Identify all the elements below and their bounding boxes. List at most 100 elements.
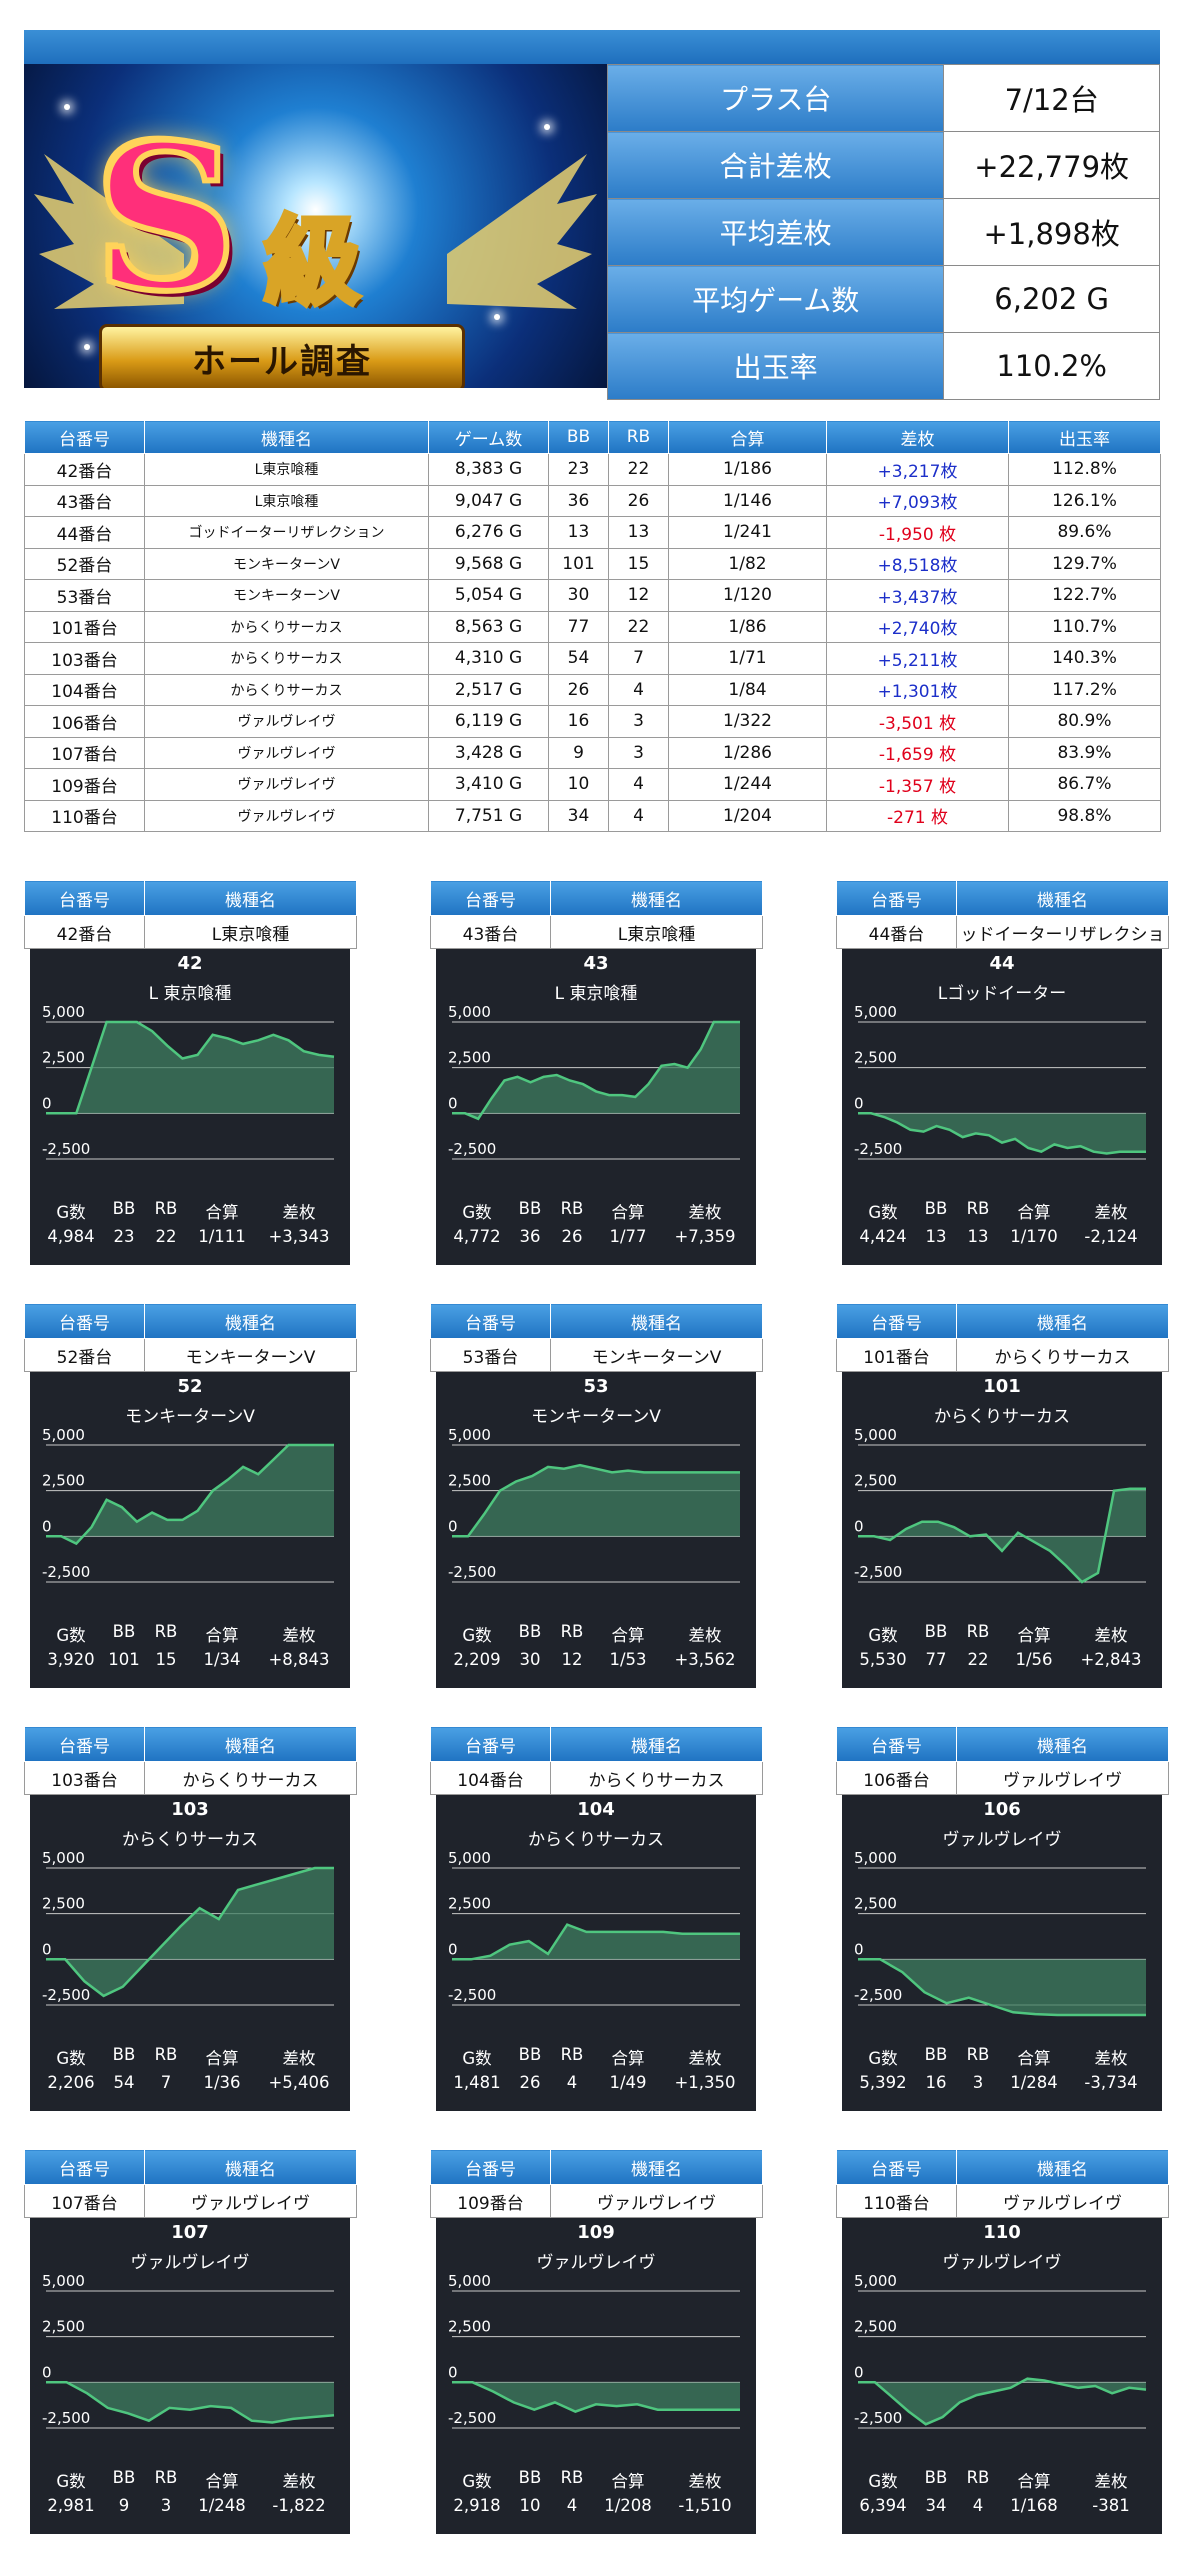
y-tick-label: 2,500 bbox=[854, 1049, 897, 1067]
stat-samai: +7,359 bbox=[674, 1227, 736, 1246]
stat-header: 合算 bbox=[205, 2049, 239, 2068]
bb-count-cell: 23 bbox=[548, 453, 609, 486]
stat-gassan: 1/53 bbox=[609, 1650, 647, 1669]
combined-rate-cell: 1/186 bbox=[668, 453, 827, 486]
unit-number: 42番台 bbox=[24, 915, 145, 949]
summary-row: 平均差枚 +1,898枚 bbox=[606, 198, 1160, 266]
unit-number: 43番台 bbox=[430, 915, 551, 949]
stat-header: RB bbox=[154, 2045, 178, 2064]
stat-rb: 3 bbox=[972, 2073, 984, 2092]
bb-count-cell: 101 bbox=[548, 547, 609, 580]
unit-number-header: 台番号 bbox=[430, 880, 551, 916]
model-name-header: 機種名 bbox=[550, 2149, 763, 2185]
column-header: 合算 bbox=[668, 420, 827, 454]
payout-rate-cell: 110.7% bbox=[1008, 610, 1161, 643]
y-tick-label: 2,500 bbox=[448, 1049, 491, 1067]
model-name: ヴァルヴレイヴ bbox=[956, 1761, 1169, 1795]
unit-card: 台番号 機種名 44番台 ッドイーターリザレクショ 44 Lゴッドイーター 5,000 2,5… bbox=[836, 880, 1169, 1265]
stat-header: G数 bbox=[56, 2049, 86, 2068]
graph-svg: 5,000 2,500 0 -2,500 bbox=[448, 1003, 740, 1160]
stat-gassan: 1/168 bbox=[1010, 2496, 1058, 2515]
game-count-cell: 7,751 G bbox=[428, 799, 549, 832]
summary-label: プラス台 bbox=[606, 64, 945, 132]
table-row: 106番台 ヴァルヴレイヴ 6,119 G 16 3 1/322 -3,501 枚 80.9% bbox=[24, 705, 1161, 738]
graph-svg: 5,000 2,500 0 -2,500 bbox=[42, 1003, 335, 1160]
combined-rate-cell: 1/86 bbox=[668, 610, 827, 643]
model-name-cell: L東京喰種 bbox=[144, 484, 429, 517]
stat-samai: -1,822 bbox=[272, 2496, 326, 2515]
unit-number: 103番台 bbox=[24, 1761, 145, 1795]
unit-card: 台番号 機種名 110番台 ヴァルヴレイヴ 110 ヴァルヴレイヴ 5,000 2,500 0 -… bbox=[836, 2149, 1169, 2534]
bb-count-cell: 30 bbox=[548, 579, 609, 612]
stat-gassan: 1/36 bbox=[203, 2073, 241, 2092]
bb-count-cell: 13 bbox=[548, 516, 609, 549]
coin-difference-cell: +3,437枚 bbox=[826, 579, 1009, 612]
unit-number-cell: 44番台 bbox=[24, 516, 145, 549]
y-tick-label: 5,000 bbox=[854, 1426, 897, 1444]
stat-bb: 77 bbox=[925, 1650, 947, 1669]
graph-stats: G数 BB RB 合算 差枚 2,918 10 4 1/208 -1,510 bbox=[436, 2468, 756, 2515]
model-name: モンキーターンV bbox=[144, 1338, 357, 1372]
slump-graph: 52 モンキーターンV 5,000 2,500 0 -2,500 G数 BB RB 合算 差枚 3,9… bbox=[30, 1372, 350, 1688]
model-name: L東京喰種 bbox=[550, 915, 763, 949]
stat-header: 合算 bbox=[611, 2049, 645, 2068]
summary-label: 平均ゲーム数 bbox=[606, 265, 945, 333]
y-tick-label: 0 bbox=[448, 1940, 458, 1958]
graph-subtitle: からくりサーカス bbox=[934, 1407, 1070, 1427]
game-count-cell: 9,568 G bbox=[428, 547, 549, 580]
stat-header: RB bbox=[560, 2468, 584, 2487]
rb-count-cell: 7 bbox=[608, 642, 669, 675]
graph-svg: 5,000 2,500 0 -2,500 bbox=[448, 1849, 740, 2006]
y-tick-label: -2,500 bbox=[42, 2409, 90, 2427]
payout-rate-cell: 80.9% bbox=[1008, 705, 1161, 738]
stat-header: 合算 bbox=[611, 1203, 645, 1222]
stat-rb: 15 bbox=[155, 1650, 177, 1669]
s-rank-letter: S bbox=[91, 101, 241, 336]
y-tick-label: 0 bbox=[42, 1940, 52, 1958]
y-tick-label: 2,500 bbox=[42, 1472, 85, 1490]
stat-header: BB bbox=[112, 2045, 136, 2064]
stat-samai: +8,843 bbox=[268, 1650, 330, 1669]
stat-rb: 7 bbox=[160, 2073, 172, 2092]
unit-number-cell: 104番台 bbox=[24, 673, 145, 706]
rank-kanji: 級 bbox=[262, 203, 363, 321]
unit-number-cell: 110番台 bbox=[24, 799, 145, 832]
combined-rate-cell: 1/120 bbox=[668, 579, 827, 612]
column-header: 台番号 bbox=[24, 420, 145, 454]
model-name-header: 機種名 bbox=[956, 2149, 1169, 2185]
series-line bbox=[452, 1020, 740, 1121]
stat-bb: 54 bbox=[113, 2073, 135, 2092]
stat-games: 2,981 bbox=[47, 2496, 95, 2515]
stat-header: RB bbox=[560, 1622, 584, 1641]
series-line bbox=[46, 1866, 334, 1998]
coin-difference-cell: -1,357 枚 bbox=[826, 768, 1009, 801]
rb-count-cell: 4 bbox=[608, 768, 669, 801]
series-area bbox=[858, 1959, 1146, 2015]
model-name: からくりサーカス bbox=[956, 1338, 1169, 1372]
table-header-row: 台番号 機種名 ゲーム数 BB RB 合算 差枚 出玉率 bbox=[24, 420, 1161, 454]
model-name-cell: モンキーターンV bbox=[144, 547, 429, 580]
graph-title: 52 bbox=[177, 1376, 203, 1397]
unit-number-header: 台番号 bbox=[24, 1303, 145, 1339]
series-line bbox=[858, 1487, 1146, 1584]
column-header: 機種名 bbox=[144, 420, 429, 454]
model-name: モンキーターンV bbox=[550, 1338, 763, 1372]
stat-gassan: 1/170 bbox=[1010, 1227, 1058, 1246]
coin-difference-cell: +7,093枚 bbox=[826, 484, 1009, 517]
graph-svg: 5,000 2,500 0 -2,500 bbox=[854, 2272, 1147, 2429]
model-name: からくりサーカス bbox=[144, 1761, 357, 1795]
y-tick-label: 5,000 bbox=[854, 2272, 897, 2290]
unit-number-header: 台番号 bbox=[24, 880, 145, 916]
graph-title: 110 bbox=[983, 2222, 1021, 2243]
stat-header: RB bbox=[966, 2045, 990, 2064]
stat-gassan: 1/34 bbox=[203, 1650, 241, 1669]
left-wing-icon bbox=[34, 154, 184, 309]
stat-rb: 26 bbox=[561, 1227, 583, 1246]
stat-header: G数 bbox=[462, 2049, 492, 2068]
y-tick-label: 5,000 bbox=[42, 1849, 85, 1867]
model-name-cell: ゴッドイーターリザレクション bbox=[144, 516, 429, 549]
model-name-header: 機種名 bbox=[144, 2149, 357, 2185]
stat-games: 4,772 bbox=[453, 1227, 501, 1246]
unit-number: 53番台 bbox=[430, 1338, 551, 1372]
model-name-header: 機種名 bbox=[144, 880, 357, 916]
